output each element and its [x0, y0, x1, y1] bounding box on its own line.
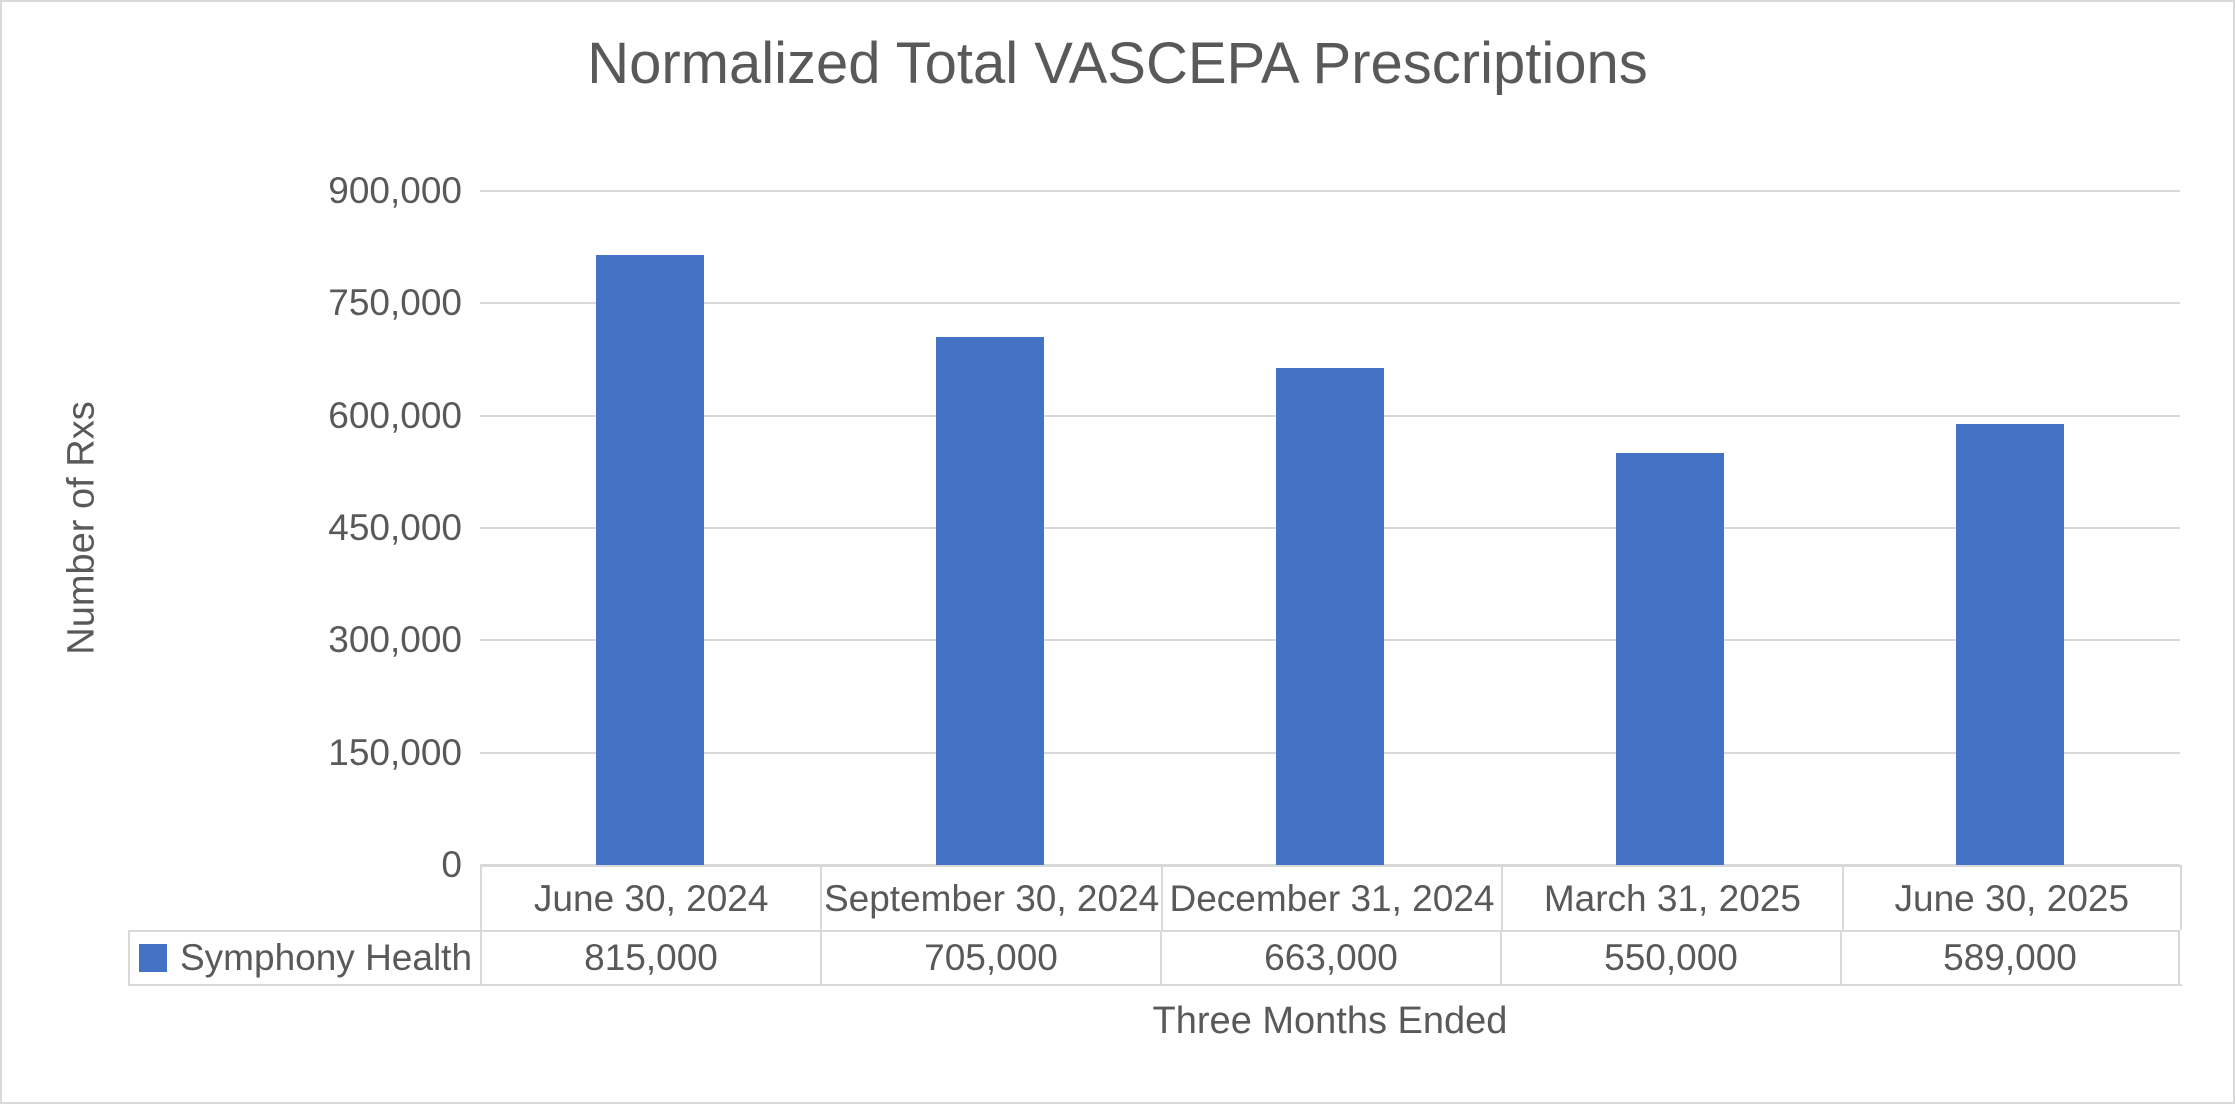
data-table-value: 663,000 [1160, 930, 1500, 984]
y-tick-label: 300,000 [328, 619, 462, 661]
bar-4 [1956, 423, 2064, 865]
y-tick-label: 150,000 [328, 731, 462, 773]
data-table-row: Symphony Health 815,000 705,000 663,000 550… [128, 930, 2182, 986]
y-tick-label: 900,000 [328, 170, 462, 211]
category-label: June 30, 2025 [1841, 865, 2182, 930]
gridline [480, 302, 2180, 305]
y-tick-label: 600,000 [328, 394, 462, 436]
y-axis-title: Number of Rxs [60, 401, 103, 655]
data-table-value: 550,000 [1500, 930, 1840, 984]
bar-1 [936, 337, 1044, 865]
category-label: December 31, 2024 [1160, 865, 1502, 930]
legend-cell: Symphony Health [128, 930, 480, 984]
category-axis-row: June 30, 2024 September 30, 2024 December … [480, 865, 2182, 930]
plot-area [480, 190, 2180, 866]
category-label: September 30, 2024 [820, 865, 1161, 930]
y-tick-label: 450,000 [328, 507, 462, 548]
bar-0 [596, 254, 704, 865]
legend-swatch-icon [139, 944, 167, 972]
data-table-value: 705,000 [820, 930, 1160, 984]
category-label: June 30, 2024 [480, 865, 821, 930]
chart-title: Normalized Total VASCEPA Prescriptions [587, 31, 1648, 96]
gridline [480, 190, 2180, 192]
category-label: March 31, 2025 [1501, 865, 1842, 930]
bar-2 [1276, 368, 1384, 865]
x-axis-title: Three Months Ended [1152, 1000, 1508, 1042]
bar-3 [1616, 453, 1724, 865]
y-tick-label: 750,000 [328, 282, 462, 324]
y-tick-label: 0 [441, 844, 462, 885]
data-table-value: 589,000 [1840, 930, 2180, 984]
legend-series-label: Symphony Health [180, 937, 473, 978]
data-table-value: 815,000 [480, 930, 820, 984]
